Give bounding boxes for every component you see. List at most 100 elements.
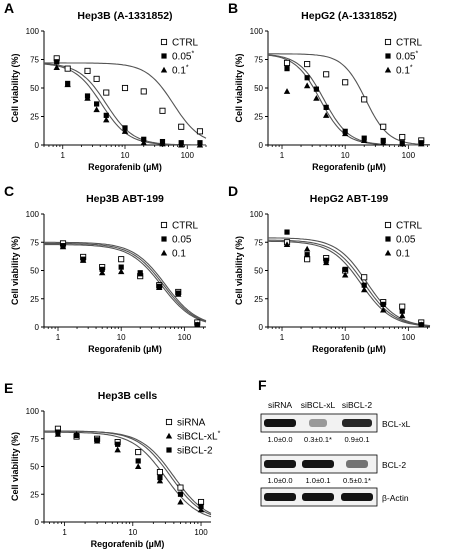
band-quantification: 1.0±0.0	[268, 476, 293, 485]
x-tick-label: 10	[117, 333, 126, 342]
data-point	[121, 128, 129, 134]
data-point	[283, 59, 291, 66]
data-point	[342, 79, 349, 86]
data-point	[84, 67, 91, 74]
data-point	[79, 257, 87, 263]
data-point	[177, 498, 184, 505]
legend-marker	[384, 249, 392, 256]
legend-label: 0.05*	[172, 51, 194, 63]
chart-panel-d: D HepG2 ABT-199 0 25 50 75 100 1 10 100 Regorafeni…	[228, 183, 431, 354]
x-tick-label: 1	[280, 151, 285, 160]
chart-title: HepG2 ABT-199	[310, 193, 389, 205]
data-point	[64, 81, 71, 88]
data-point	[380, 123, 387, 130]
data-point	[418, 321, 425, 328]
data-point	[361, 282, 367, 288]
protein-band	[264, 493, 296, 501]
panel-letter: E	[4, 380, 13, 396]
fit-curve	[44, 241, 207, 322]
y-tick-label: 75	[30, 56, 39, 65]
data-point	[99, 266, 105, 272]
legend-marker	[384, 66, 392, 73]
y-tick-label: 50	[254, 84, 263, 93]
data-point	[94, 101, 100, 107]
x-tick-label: 100	[178, 333, 192, 342]
data-point	[341, 271, 349, 278]
x-tick-label: 10	[121, 151, 130, 160]
chart-title: Hep3B cells	[98, 390, 158, 402]
data-point	[322, 112, 330, 118]
y-axis-label: Cell viability (%)	[10, 53, 20, 122]
data-point	[134, 463, 142, 469]
data-point	[399, 303, 406, 310]
y-tick-label: 100	[250, 210, 264, 219]
x-tick-label: 1	[280, 333, 285, 342]
data-point	[399, 312, 406, 319]
legend-label: 0.1	[172, 249, 186, 260]
data-point	[304, 61, 311, 68]
y-tick-label: 100	[26, 407, 40, 416]
y-tick-label: 100	[250, 27, 264, 36]
data-point	[64, 65, 71, 72]
x-axis-label: Regorafenib (µM)	[88, 344, 162, 354]
panel-letter: F	[258, 377, 267, 393]
legend-marker	[384, 38, 392, 46]
data-point	[361, 286, 368, 293]
legend-label: 0.1	[396, 249, 410, 260]
data-point	[115, 441, 121, 447]
x-tick-label: 1	[56, 333, 61, 342]
data-point	[194, 321, 201, 328]
fit-curve	[268, 240, 431, 327]
data-point	[323, 71, 330, 78]
data-point	[159, 140, 166, 147]
data-point	[197, 506, 205, 513]
data-point	[178, 123, 185, 130]
data-point	[380, 139, 387, 146]
protein-band	[264, 419, 296, 427]
data-point	[157, 475, 163, 481]
legend-marker	[165, 418, 173, 426]
y-tick-label: 50	[30, 463, 39, 472]
panel-letter: C	[4, 183, 14, 199]
chart-title: HepG2 (A-1331852)	[301, 10, 397, 22]
data-point	[418, 140, 425, 147]
chart-panel-b: B HepG2 (A-1331852) 0 25 50 75 100 1 10 100 Regora…	[228, 0, 431, 172]
legend-marker	[385, 236, 391, 242]
y-tick-label: 50	[30, 84, 39, 93]
lane-label: siBCL-2	[342, 400, 373, 410]
data-point	[103, 89, 110, 96]
y-axis-label: Cell viability (%)	[234, 53, 244, 122]
fit-curve	[44, 430, 212, 516]
data-point	[135, 458, 141, 464]
protein-band	[309, 419, 327, 427]
band-quantification: 1.0±0.0	[268, 435, 293, 444]
data-point	[118, 264, 124, 270]
data-point	[313, 94, 320, 101]
data-point	[177, 484, 184, 491]
data-point	[361, 96, 368, 103]
data-point	[198, 503, 204, 510]
protein-label: BCL-2	[382, 460, 406, 470]
y-tick-label: 25	[30, 113, 39, 122]
y-tick-label: 50	[254, 267, 263, 276]
legend-marker	[161, 53, 167, 59]
protein-band	[346, 460, 368, 468]
x-tick-label: 1	[61, 151, 66, 160]
y-tick-label: 0	[35, 518, 40, 527]
legend-marker	[160, 66, 168, 73]
legend-marker	[166, 447, 172, 453]
fit-curve	[267, 239, 431, 327]
protein-band	[342, 419, 372, 427]
legend-marker	[160, 221, 168, 229]
band-quantification: 1.0±0.1	[306, 476, 331, 485]
data-point	[141, 136, 147, 142]
data-point	[103, 112, 109, 118]
data-point	[84, 94, 91, 101]
y-tick-label: 25	[30, 295, 39, 304]
data-point	[98, 269, 106, 276]
data-point	[380, 306, 387, 313]
legend-marker	[385, 53, 391, 59]
data-point	[103, 116, 110, 123]
data-point	[304, 252, 310, 258]
data-point	[122, 125, 128, 131]
